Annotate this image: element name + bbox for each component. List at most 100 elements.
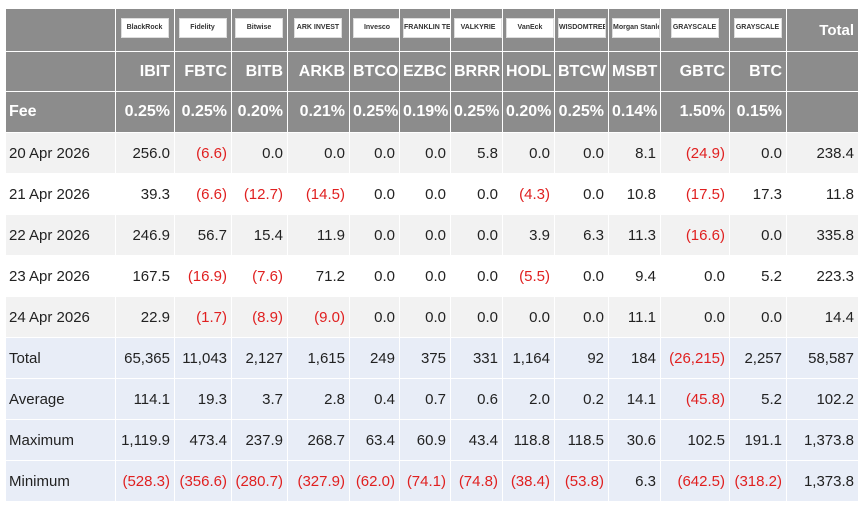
fee: 0.20% bbox=[231, 91, 288, 133]
value-cell: 1,373.8 bbox=[786, 460, 859, 502]
value-cell: 118.5 bbox=[554, 419, 609, 461]
value-cell: 10.8 bbox=[608, 173, 661, 215]
value-cell: 0.0 bbox=[349, 255, 400, 297]
header-cell bbox=[786, 91, 859, 133]
value-cell: 0.2 bbox=[554, 378, 609, 420]
value-cell: 0.0 bbox=[349, 173, 400, 215]
value-cell: (38.4) bbox=[502, 460, 555, 502]
table-row: 20 Apr 2026 256.0 (6.6) 0.0 0.0 0.0 0.0 5.8 0.0 0… bbox=[5, 132, 859, 174]
value-cell: 167.5 bbox=[115, 255, 175, 297]
value-cell: 0.0 bbox=[660, 255, 730, 297]
table-row: 22 Apr 2026 246.9 56.7 15.4 11.9 0.0 0.0 0.0 3.9… bbox=[5, 214, 859, 256]
value-cell: 102.5 bbox=[660, 419, 730, 461]
value-cell: 22.9 bbox=[115, 296, 175, 338]
date-label: 23 Apr 2026 bbox=[5, 255, 116, 297]
value-cell: 0.0 bbox=[450, 255, 503, 297]
issuer-logo: BlackRock bbox=[120, 18, 169, 38]
value-cell: (9.0) bbox=[287, 296, 350, 338]
table-row: 21 Apr 2026 39.3 (6.6) (12.7) (14.5) 0.0 0.0 0.… bbox=[5, 173, 859, 215]
ticker: IBIT bbox=[115, 51, 175, 92]
value-cell: 0.0 bbox=[729, 296, 787, 338]
value-cell: 63.4 bbox=[349, 419, 400, 461]
value-cell: (53.8) bbox=[554, 460, 609, 502]
table-row: IBIT FBTC BITB ARKB BTCO EZBC BRRR HODL BTCW MSBT… bbox=[5, 51, 859, 92]
value-cell: 60.9 bbox=[399, 419, 451, 461]
value-cell: (6.6) bbox=[174, 132, 232, 174]
summary-label: Average bbox=[5, 378, 116, 420]
ticker: FBTC bbox=[174, 51, 232, 92]
value-cell: 2,127 bbox=[231, 337, 288, 379]
fee: 0.21% bbox=[287, 91, 350, 133]
issuer-logo: WISDOMTREE bbox=[558, 18, 606, 38]
value-cell: 0.0 bbox=[554, 296, 609, 338]
ticker: EZBC bbox=[399, 51, 451, 92]
value-cell: 0.0 bbox=[287, 132, 350, 174]
value-cell: 5.8 bbox=[450, 132, 503, 174]
value-cell: 5.2 bbox=[729, 255, 787, 297]
value-cell: 0.4 bbox=[349, 378, 400, 420]
fee-label: Fee bbox=[5, 91, 116, 133]
issuer-logo: GRAYSCALE bbox=[670, 18, 719, 38]
value-cell: 0.0 bbox=[729, 214, 787, 256]
value-cell: 237.9 bbox=[231, 419, 288, 461]
ticker: BTC bbox=[729, 51, 787, 92]
value-cell: 9.4 bbox=[608, 255, 661, 297]
value-cell: 246.9 bbox=[115, 214, 175, 256]
value-cell: 30.6 bbox=[608, 419, 661, 461]
table-row: Total 65,365 11,043 2,127 1,615 249 375 331 1,16… bbox=[5, 337, 859, 379]
value-cell: 0.0 bbox=[349, 296, 400, 338]
value-cell: 0.0 bbox=[349, 132, 400, 174]
value-cell: (45.8) bbox=[660, 378, 730, 420]
table-row: 24 Apr 2026 22.9 (1.7) (8.9) (9.0) 0.0 0.0 0.0 0… bbox=[5, 296, 859, 338]
value-cell: (26,215) bbox=[660, 337, 730, 379]
value-cell: 39.3 bbox=[115, 173, 175, 215]
value-cell: (24.9) bbox=[660, 132, 730, 174]
value-cell: (356.6) bbox=[174, 460, 232, 502]
fee: 0.25% bbox=[115, 91, 175, 133]
value-cell: 0.0 bbox=[450, 296, 503, 338]
value-cell: 191.1 bbox=[729, 419, 787, 461]
summary-label: Maximum bbox=[5, 419, 116, 461]
value-cell: 268.7 bbox=[287, 419, 350, 461]
table-row: Fee 0.25% 0.25% 0.20% 0.21% 0.25% 0.19% 0.25% 0.… bbox=[5, 91, 859, 133]
value-cell: 2.0 bbox=[502, 378, 555, 420]
value-cell: 0.0 bbox=[450, 173, 503, 215]
value-cell: 1,615 bbox=[287, 337, 350, 379]
value-cell: 11.1 bbox=[608, 296, 661, 338]
value-cell: (7.6) bbox=[231, 255, 288, 297]
value-cell: 65,365 bbox=[115, 337, 175, 379]
header-cell bbox=[786, 51, 859, 92]
logo-cell: VALKYRIE bbox=[450, 8, 503, 52]
value-cell: 0.0 bbox=[554, 255, 609, 297]
summary-label: Total bbox=[5, 337, 116, 379]
value-cell: (62.0) bbox=[349, 460, 400, 502]
value-cell: 0.0 bbox=[450, 214, 503, 256]
value-cell: 0.0 bbox=[554, 132, 609, 174]
value-cell: (327.9) bbox=[287, 460, 350, 502]
date-label: 22 Apr 2026 bbox=[5, 214, 116, 256]
value-cell: 249 bbox=[349, 337, 400, 379]
value-cell: 58,587 bbox=[786, 337, 859, 379]
value-cell: (16.6) bbox=[660, 214, 730, 256]
issuer-logo: VALKYRIE bbox=[454, 18, 502, 38]
value-cell: 375 bbox=[399, 337, 451, 379]
fee: 1.50% bbox=[660, 91, 730, 133]
issuer-logo: VanEck bbox=[506, 18, 554, 38]
value-cell: (5.5) bbox=[502, 255, 555, 297]
value-cell: 0.0 bbox=[399, 132, 451, 174]
value-cell: 0.7 bbox=[399, 378, 451, 420]
table-row: 23 Apr 2026 167.5 (16.9) (7.6) 71.2 0.0 0.0 0.0… bbox=[5, 255, 859, 297]
value-cell: 0.0 bbox=[399, 255, 451, 297]
header-cell bbox=[5, 51, 116, 92]
table-row: Maximum 1,119.9 473.4 237.9 268.7 63.4 60.9 43.… bbox=[5, 419, 859, 461]
fee: 0.25% bbox=[450, 91, 503, 133]
value-cell: 335.8 bbox=[786, 214, 859, 256]
fee: 0.20% bbox=[502, 91, 555, 133]
ticker: BTCW bbox=[554, 51, 609, 92]
value-cell: (17.5) bbox=[660, 173, 730, 215]
value-cell: (14.5) bbox=[287, 173, 350, 215]
value-cell: (280.7) bbox=[231, 460, 288, 502]
value-cell: 5.2 bbox=[729, 378, 787, 420]
value-cell: (318.2) bbox=[729, 460, 787, 502]
